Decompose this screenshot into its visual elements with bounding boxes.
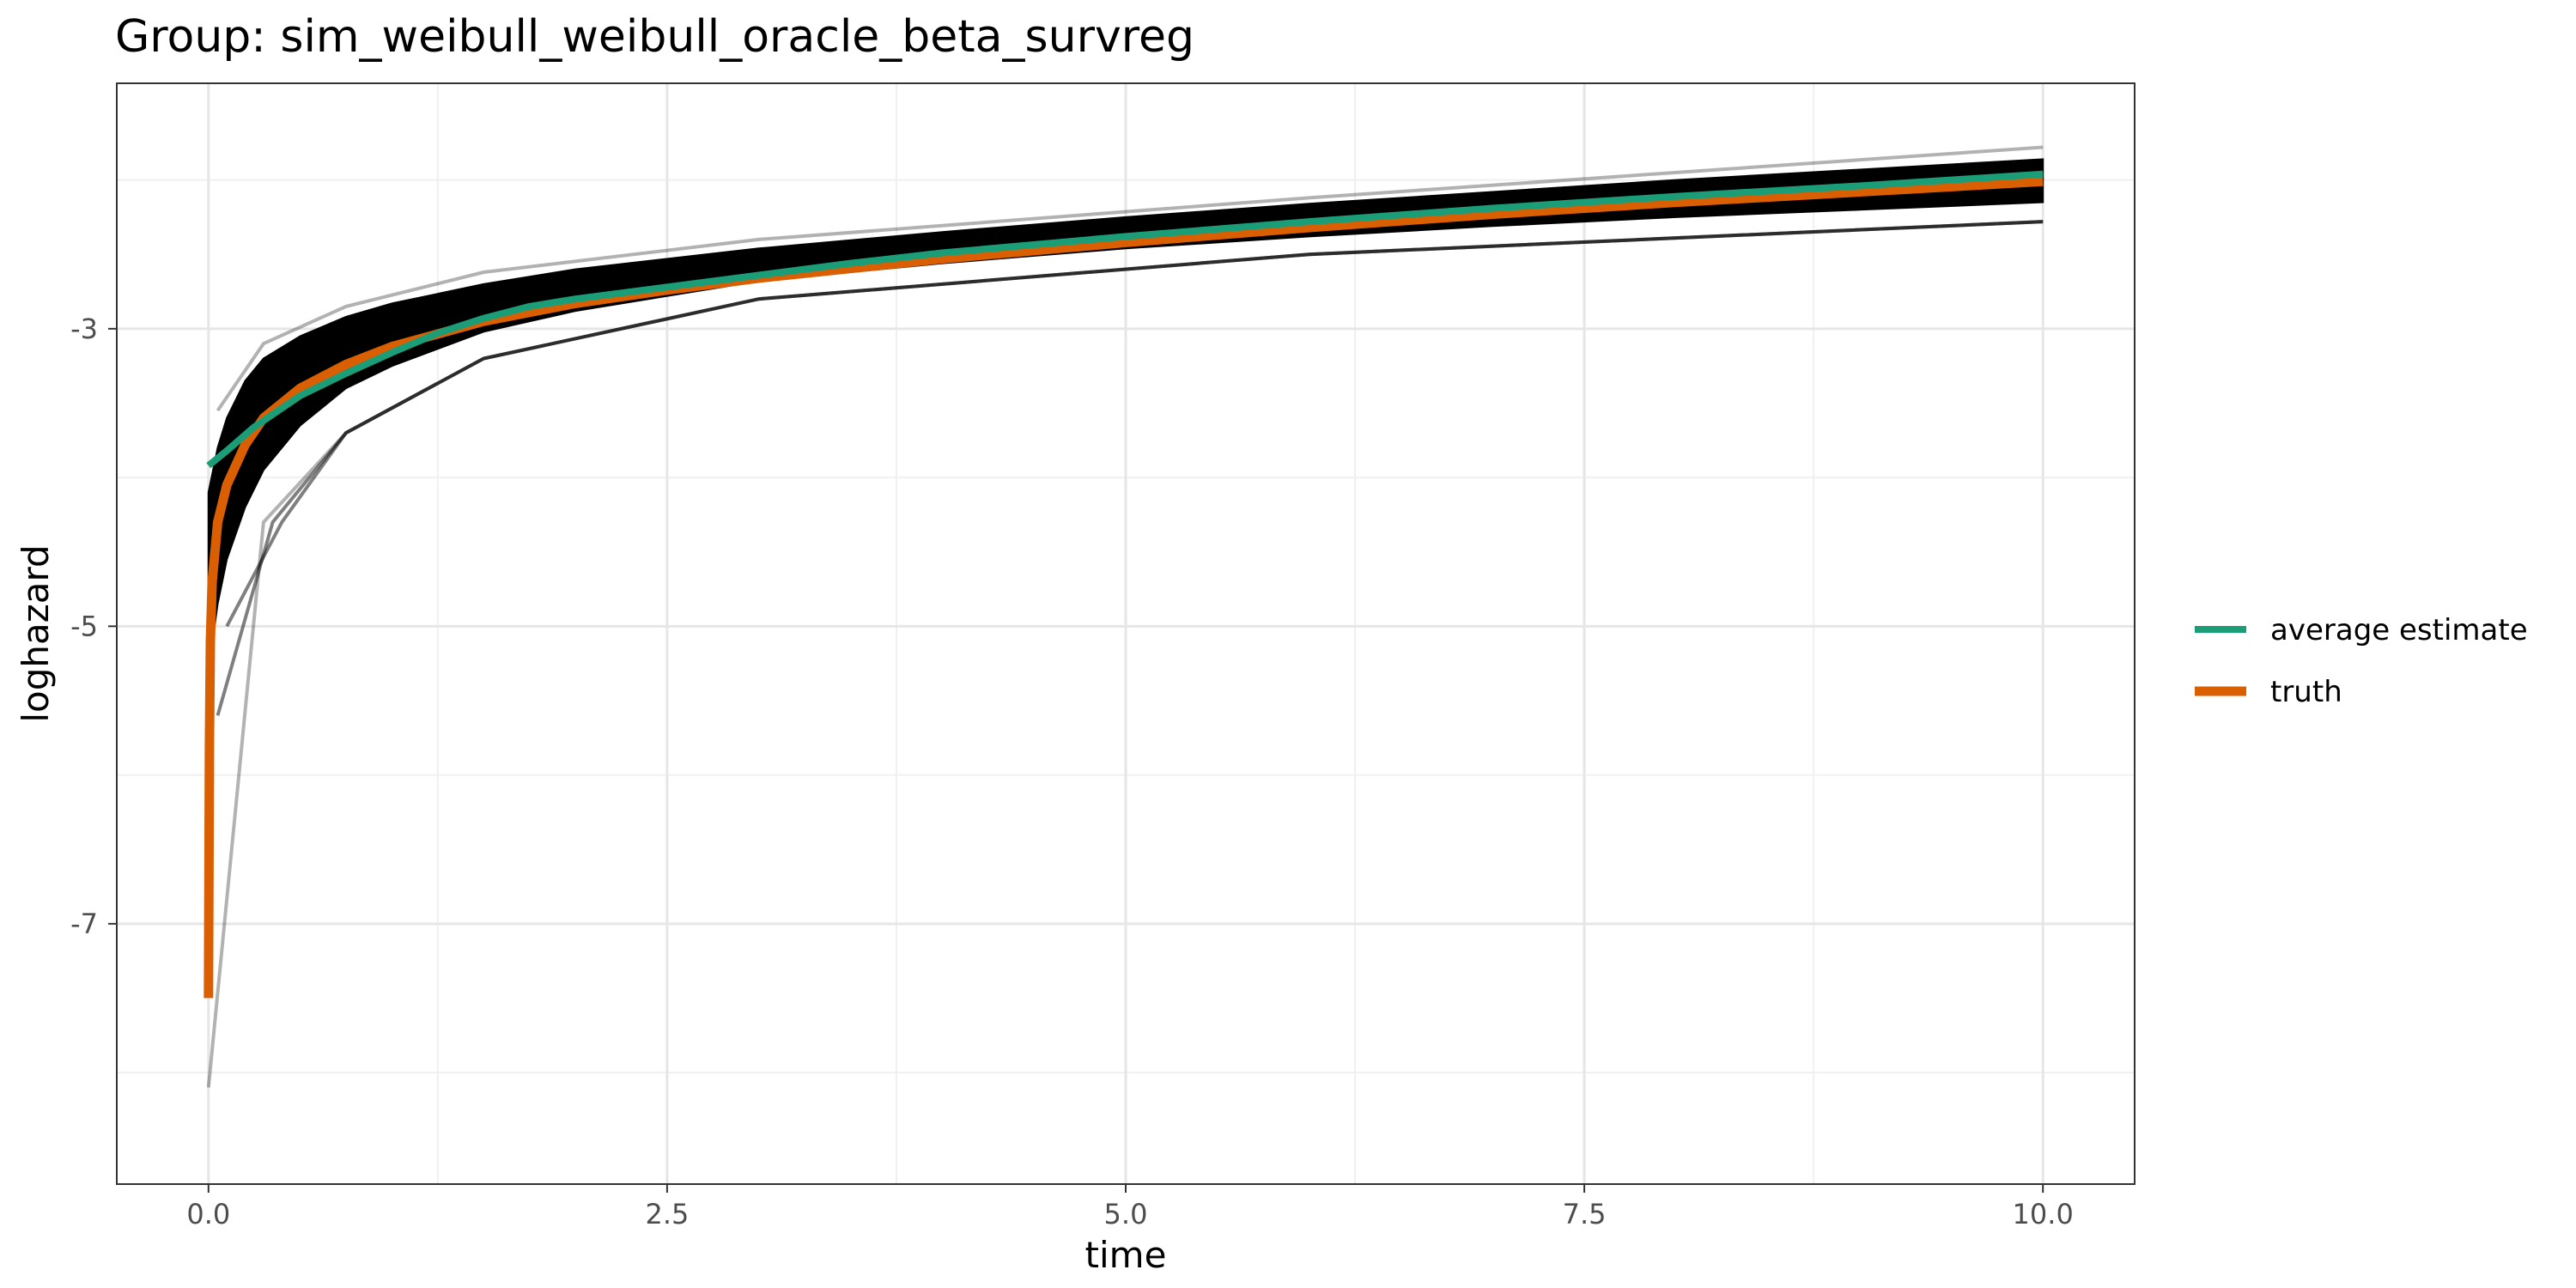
- series-layer: [204, 170, 2044, 999]
- x-tick-label: 0.0: [186, 1198, 230, 1230]
- y-tick-label: -5: [70, 610, 98, 642]
- x-tick-label: 5.0: [1104, 1198, 1148, 1230]
- legend-label-truth: truth: [2270, 675, 2342, 709]
- chart-title: Group: sim_weibull_weibull_oracle_beta_s…: [115, 11, 1194, 63]
- x-tick-label: 7.5: [1563, 1198, 1607, 1230]
- y-axis: -7 -5 -3: [70, 313, 117, 940]
- series-line-average-estimate: [206, 170, 2044, 469]
- x-tick-label: 2.5: [645, 1198, 689, 1230]
- x-tick-label: 10.0: [2013, 1198, 2074, 1230]
- replicate-curve: [216, 145, 2044, 412]
- legend-label-average-estimate: average estimate: [2270, 613, 2528, 647]
- y-tick-label: -7: [70, 908, 98, 940]
- y-tick-label: -3: [70, 313, 98, 345]
- legend: average estimate truth: [2195, 613, 2528, 709]
- replicate-curve: [225, 220, 2044, 628]
- y-axis-title: loghazard: [15, 544, 57, 722]
- x-axis-title: time: [1085, 1234, 1167, 1276]
- x-axis: 0.0 2.5 5.0 7.5 10.0: [186, 1184, 2074, 1230]
